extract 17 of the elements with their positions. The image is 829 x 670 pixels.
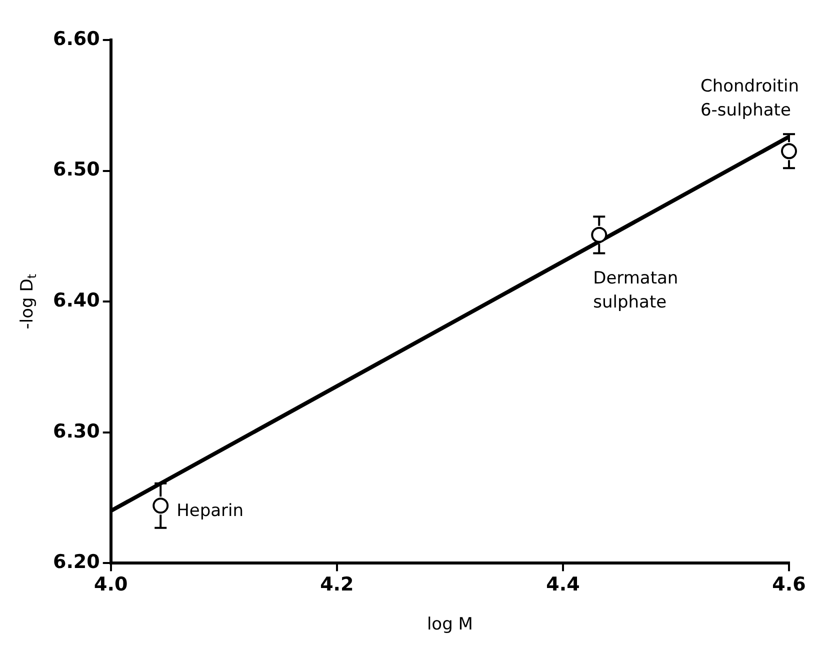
- y-tick-label: 6.50: [52, 158, 100, 181]
- x-axis-title: log M: [426, 614, 473, 635]
- y-tick-label: 6.20: [52, 551, 100, 574]
- x-tick-label: 4.4: [546, 574, 580, 596]
- point: [152, 498, 169, 514]
- y-axis-title: -log Dt: [17, 274, 40, 330]
- x-tick-label: 4.0: [94, 574, 128, 596]
- y-tick-label: 6.40: [52, 290, 100, 312]
- annotation: Heparin: [176, 501, 244, 522]
- y-tick-label: 6.60: [52, 28, 100, 50]
- point: [591, 226, 608, 243]
- y-tick-label: 6.30: [52, 420, 100, 442]
- x-tick-label: 4.6: [772, 574, 806, 596]
- annotation: Chondroitin 6-sulphate: [700, 76, 799, 121]
- point: [781, 143, 797, 160]
- x-tick-label: 4.2: [320, 574, 354, 596]
- annotation: Dermatan sulphate: [593, 268, 678, 312]
